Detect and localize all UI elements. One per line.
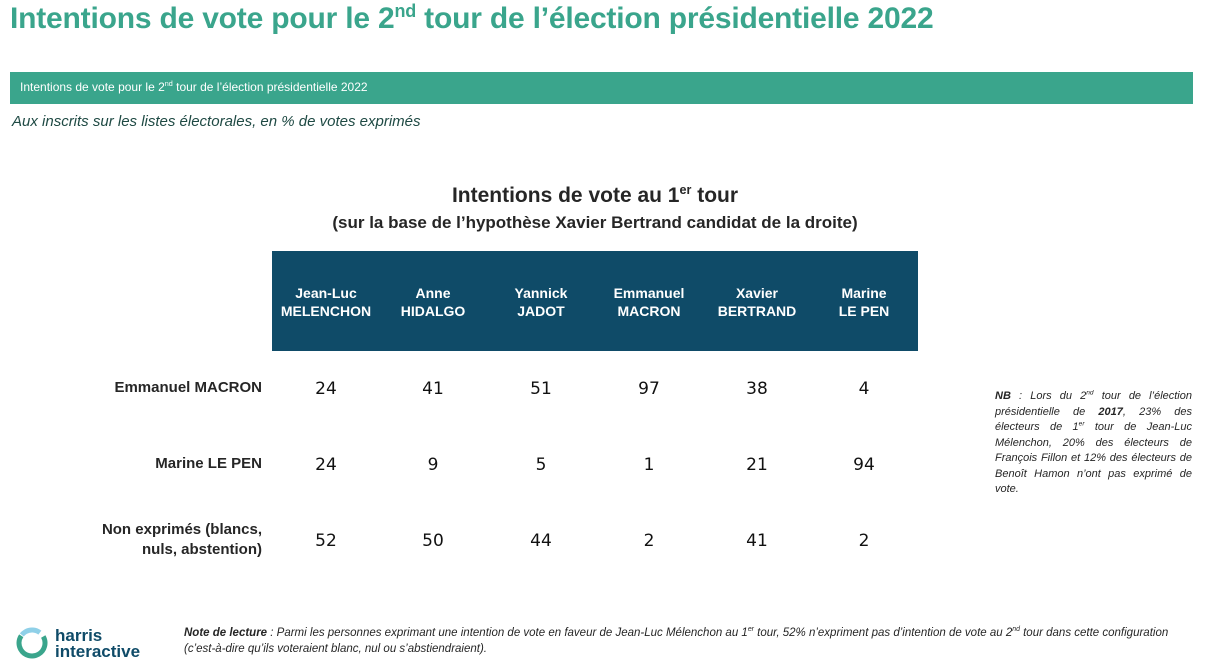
column-header: Marine LE PEN xyxy=(810,284,918,320)
table-cell: 1 xyxy=(643,455,655,475)
page-subtitle: Aux inscrits sur les listes électorales,… xyxy=(12,113,421,130)
harris-logo xyxy=(15,626,49,665)
chart-title: Intentions de vote au 1er tour xyxy=(451,183,739,207)
column-header-line-1: Marine xyxy=(841,285,887,301)
row-label: Non exprimés (blancs, nuls, abstention) xyxy=(20,520,262,560)
column-header-line-1: Anne xyxy=(415,285,451,301)
table-cell: 24 xyxy=(315,379,337,399)
column-header: Anne HIDALGO xyxy=(379,284,487,320)
column-header: Yannick JADOT xyxy=(487,284,595,320)
title-banner xyxy=(10,72,1193,104)
table-cell: 38 xyxy=(746,379,768,399)
logo-line-1: harris xyxy=(55,626,103,645)
row-label-line-1: Non exprimés (blancs, xyxy=(101,521,262,538)
row-label-line-2: nuls, abstention) xyxy=(142,541,262,558)
column-header-line-2: HIDALGO xyxy=(400,303,466,319)
table-cell: 44 xyxy=(530,531,552,551)
column-header: Xavier BERTRAND xyxy=(703,284,811,320)
row-label-line-1: Emmanuel MACRON xyxy=(114,379,262,396)
table-cell: 9 xyxy=(427,455,439,475)
harris-ring-logo-icon xyxy=(16,627,48,659)
table-cell: 52 xyxy=(315,531,337,551)
page-title: Intentions de vote pour le 2nd tour de l… xyxy=(10,1,934,35)
nb-note: NB : Lors du 2nd tour de l’élection prés… xyxy=(995,389,1193,495)
column-header-line-1: Xavier xyxy=(735,285,779,301)
table-cell: 21 xyxy=(746,455,768,475)
reading-note: Note de lecture : Parmi les personnes ex… xyxy=(184,626,1169,655)
logo-wordmark: harris interactive xyxy=(55,626,141,661)
chart-subtitle: (sur la base de l’hypothèse Xavier Bertr… xyxy=(332,213,858,232)
table-header-background xyxy=(272,251,918,351)
column-header-line-2: JADOT xyxy=(517,303,565,319)
row-label-line-1: Marine LE PEN xyxy=(155,455,262,472)
logo-line-2: interactive xyxy=(55,642,141,661)
table-cell: 41 xyxy=(746,531,768,551)
table-cell: 2 xyxy=(858,531,870,551)
column-header-line-1: Jean-Luc xyxy=(295,285,357,301)
column-header-line-2: BERTRAND xyxy=(717,303,797,319)
table-cell: 5 xyxy=(535,455,547,475)
table-cell: 4 xyxy=(858,379,870,399)
column-header-line-1: Emmanuel xyxy=(613,285,685,301)
table-cell: 24 xyxy=(315,455,337,475)
table-cell: 94 xyxy=(853,455,875,475)
column-header-line-2: MACRON xyxy=(617,303,681,319)
column-header-line-2: MELENCHON xyxy=(280,303,372,319)
column-header-line-2: LE PEN xyxy=(838,303,890,319)
column-header-line-1: Yannick xyxy=(514,285,568,301)
table-cell: 50 xyxy=(422,531,444,551)
column-header: Emmanuel MACRON xyxy=(595,284,703,320)
row-label: Marine LE PEN xyxy=(20,454,262,474)
row-label: Emmanuel MACRON xyxy=(20,378,262,398)
table-cell: 97 xyxy=(638,379,660,399)
table-cell: 51 xyxy=(530,379,552,399)
column-header: Jean-Luc MELENCHON xyxy=(272,284,380,320)
table-cell: 41 xyxy=(422,379,444,399)
banner-text: Intentions de vote pour le 2nd tour de l… xyxy=(20,79,368,94)
table-cell: 2 xyxy=(643,531,655,551)
